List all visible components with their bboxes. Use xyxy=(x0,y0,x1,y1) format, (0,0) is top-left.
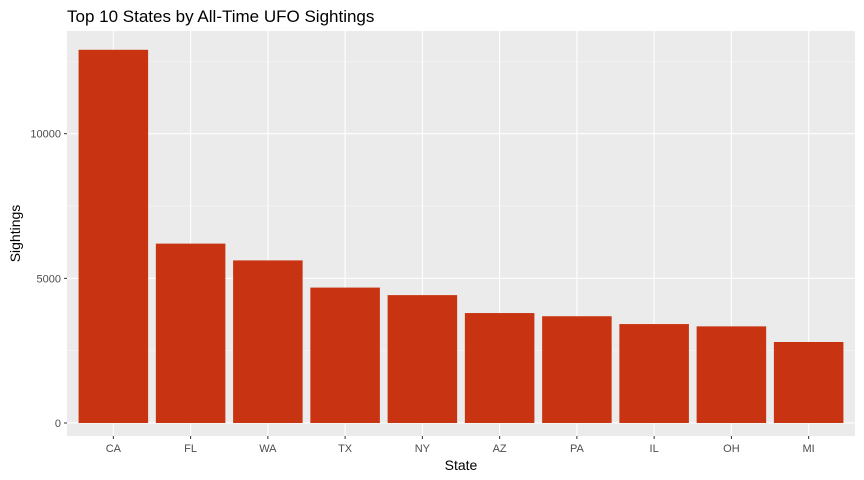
x-tick-label: OH xyxy=(723,443,740,455)
bar-pa xyxy=(542,316,612,423)
bar-mi xyxy=(773,341,844,423)
bars xyxy=(78,49,844,423)
x-tick-label: PA xyxy=(570,443,585,455)
x-axis: CA FL WA TX NY AZ PA IL OH MI xyxy=(106,436,815,455)
x-tick-label: NY xyxy=(415,443,431,455)
bar-ny xyxy=(387,295,458,423)
x-tick-label: CA xyxy=(106,443,122,455)
bar-tx xyxy=(310,287,380,423)
chart-title: Top 10 States by All-Time UFO Sightings xyxy=(67,7,375,26)
x-tick-label: TX xyxy=(338,443,353,455)
y-tick-label: 5000 xyxy=(37,273,61,285)
bar-az xyxy=(464,313,535,423)
x-tick-label: IL xyxy=(650,443,659,455)
x-tick-label: AZ xyxy=(493,443,507,455)
bar-ca xyxy=(78,49,149,423)
x-axis-title: State xyxy=(445,457,478,473)
bar-fl xyxy=(155,243,226,423)
bar-wa xyxy=(233,260,303,423)
y-axis-title: Sightings xyxy=(7,205,23,263)
y-tick-label: 10000 xyxy=(30,129,61,141)
x-tick-label: MI xyxy=(803,443,815,455)
bar-il xyxy=(619,324,689,423)
x-tick-label: FL xyxy=(184,443,197,455)
y-axis: 0 5000 10000 xyxy=(30,129,67,430)
bar-oh xyxy=(696,326,767,423)
y-tick-label: 0 xyxy=(55,418,61,430)
x-tick-label: WA xyxy=(259,443,277,455)
